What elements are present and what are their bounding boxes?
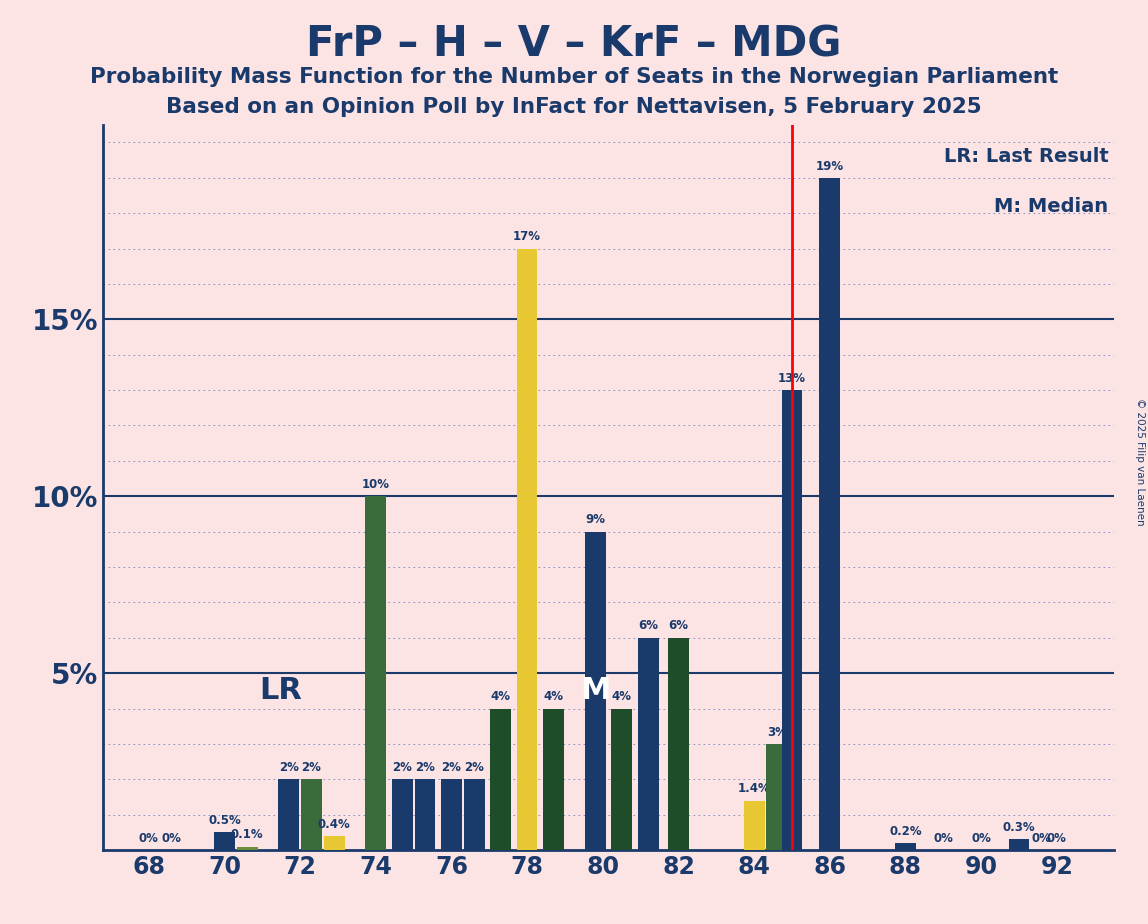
Text: LR: LR [259, 676, 303, 705]
Text: LR: Last Result: LR: Last Result [944, 147, 1109, 165]
Bar [391, 779, 412, 850]
Bar [324, 836, 344, 850]
Text: 13%: 13% [778, 371, 806, 384]
Text: 2%: 2% [464, 761, 484, 774]
Text: 0.3%: 0.3% [1002, 821, 1035, 834]
Text: 4%: 4% [543, 690, 564, 703]
Bar [668, 638, 689, 850]
Text: 10%: 10% [362, 478, 389, 491]
Text: 9%: 9% [585, 514, 605, 527]
Text: 6%: 6% [638, 619, 658, 633]
Bar [278, 779, 300, 850]
Text: 0.1%: 0.1% [231, 828, 263, 841]
Text: 2%: 2% [302, 761, 321, 774]
Text: M: M [580, 676, 611, 705]
Text: 19%: 19% [816, 160, 844, 173]
Bar [584, 531, 606, 850]
Bar [744, 800, 765, 850]
Text: 0.5%: 0.5% [208, 814, 241, 827]
Text: 6%: 6% [668, 619, 689, 633]
Text: 0.2%: 0.2% [890, 825, 922, 838]
Text: 17%: 17% [513, 230, 541, 243]
Bar [1009, 840, 1030, 850]
Bar [638, 638, 659, 850]
Text: 0%: 0% [139, 832, 158, 845]
Text: 0%: 0% [933, 832, 953, 845]
Text: 0.4%: 0.4% [318, 818, 350, 831]
Bar [543, 709, 564, 850]
Bar [464, 779, 484, 850]
Text: 2%: 2% [393, 761, 412, 774]
Text: 4%: 4% [490, 690, 511, 703]
Bar [517, 249, 537, 850]
Bar [441, 779, 461, 850]
Bar [820, 177, 840, 850]
Text: 1.4%: 1.4% [738, 783, 770, 796]
Text: 0%: 0% [1047, 832, 1066, 845]
Bar [301, 779, 321, 850]
Bar [767, 744, 788, 850]
Bar [782, 390, 802, 850]
Text: M: Median: M: Median [994, 198, 1109, 216]
Text: © 2025 Filip van Laenen: © 2025 Filip van Laenen [1135, 398, 1145, 526]
Text: Probability Mass Function for the Number of Seats in the Norwegian Parliament: Probability Mass Function for the Number… [90, 67, 1058, 87]
Bar [490, 709, 511, 850]
Text: Based on an Opinion Poll by InFact for Nettavisen, 5 February 2025: Based on an Opinion Poll by InFact for N… [166, 97, 982, 117]
Text: 2%: 2% [279, 761, 298, 774]
Bar [214, 833, 235, 850]
Bar [365, 496, 386, 850]
Text: 3%: 3% [767, 725, 786, 738]
Bar [895, 843, 916, 850]
Bar [414, 779, 435, 850]
Text: 2%: 2% [442, 761, 461, 774]
Text: FrP – H – V – KrF – MDG: FrP – H – V – KrF – MDG [307, 23, 841, 65]
Text: 0%: 0% [1032, 832, 1052, 845]
Text: 0%: 0% [971, 832, 991, 845]
Bar [236, 846, 257, 850]
Bar [611, 709, 633, 850]
Text: 0%: 0% [162, 832, 181, 845]
Text: 2%: 2% [414, 761, 435, 774]
Text: 4%: 4% [612, 690, 631, 703]
